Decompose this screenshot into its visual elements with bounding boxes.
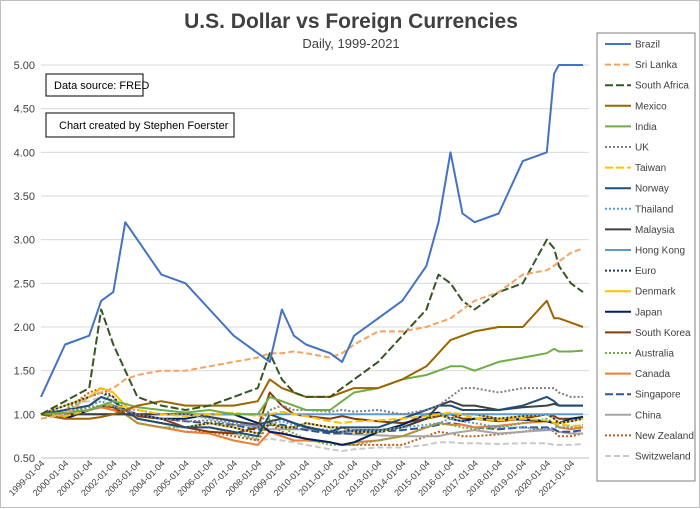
y-tick-label: 2.00 [14, 322, 35, 334]
legend-label: Malaysia [635, 225, 675, 236]
legend-label: South Africa [635, 81, 689, 92]
legend: Brazil Sri Lanka South Africa Mexico India UK… [605, 40, 694, 463]
y-tick-label: 0.50 [14, 453, 35, 465]
annotation-box-source [45, 73, 144, 97]
series-line-euro [40, 391, 584, 435]
legend-label: UK [635, 143, 649, 154]
series-line-sri-lanka [40, 247, 584, 420]
legend-label: South Korea [635, 328, 691, 339]
series-line-thailand [41, 400, 584, 433]
y-axis-ticks: 0.50 1.00 1.50 2.00 2.50 3.00 3.50 4.00 4.50 5.00 [14, 60, 35, 465]
legend-label: Australia [635, 349, 674, 360]
legend-label: Euro [635, 266, 657, 277]
legend-label: Hong Kong [635, 246, 685, 257]
y-tick-label: 3.00 [14, 235, 35, 247]
series-line-india [40, 347, 584, 416]
y-tick-label: 2.50 [14, 278, 35, 290]
legend-label: China [635, 410, 662, 421]
y-tick-label: 4.00 [14, 147, 35, 159]
legend-label: Japan [635, 307, 662, 318]
y-tick-label: 1.00 [14, 409, 35, 421]
legend-label: Taiwan [635, 163, 666, 174]
series-lines [40, 64, 584, 452]
legend-label: New Zealand [635, 431, 694, 442]
x-axis-ticks: 1999-01-042000-01-042001-01-042002-01-04… [7, 458, 577, 498]
legend-label: Singapore [635, 390, 681, 401]
series-line-uk [40, 387, 583, 427]
y-tick-label: 1.50 [14, 366, 35, 378]
legend-box [596, 32, 696, 482]
chart-title: U.S. Dollar vs Foreign Currencies [184, 10, 518, 33]
series-line-norway [40, 395, 583, 438]
series-line-south-africa [40, 238, 584, 416]
legend-label: Denmark [635, 287, 677, 298]
series-line-brazil [40, 64, 583, 398]
legend-label: Norway [635, 184, 669, 195]
legend-label: Brazil [635, 40, 660, 51]
series-line-switzweland [40, 395, 584, 452]
legend-label: India [635, 122, 657, 133]
annotation-box-credit [45, 112, 235, 138]
series-line-australia [40, 391, 584, 446]
annotation-credit: Chart created by Stephen Foerster [59, 120, 229, 132]
chart-subtitle: Daily, 1999-2021 [302, 36, 399, 51]
y-tick-label: 4.50 [14, 104, 35, 116]
y-tick-label: 5.00 [14, 60, 35, 72]
legend-label: Sri Lanka [635, 60, 678, 71]
y-tick-label: 3.50 [14, 191, 35, 203]
annotation-source: Data source: FRED [54, 80, 149, 92]
legend-label: Mexico [635, 101, 667, 112]
legend-label: Canada [635, 369, 670, 380]
legend-label: Switzweland [635, 452, 691, 463]
legend-label: Thailand [635, 204, 673, 215]
